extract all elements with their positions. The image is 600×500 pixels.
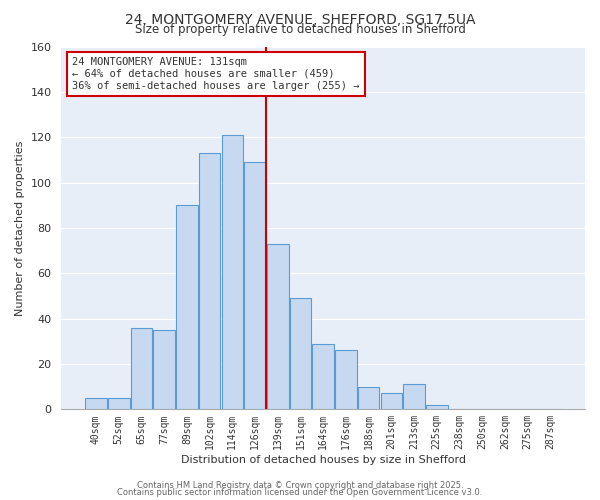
Bar (244, 162, 266, 410)
Bar (108, 398, 130, 409)
Bar (426, 405, 448, 409)
Bar (199, 153, 220, 409)
Bar (221, 135, 243, 409)
Bar (358, 386, 379, 409)
Bar (380, 394, 402, 409)
Text: Contains public sector information licensed under the Open Government Licence v3: Contains public sector information licen… (118, 488, 482, 497)
Bar (131, 328, 152, 409)
Bar (176, 205, 197, 410)
Bar (335, 350, 357, 410)
Text: 24 MONTGOMERY AVENUE: 131sqm
← 64% of detached houses are smaller (459)
36% of s: 24 MONTGOMERY AVENUE: 131sqm ← 64% of de… (72, 58, 359, 90)
Bar (290, 298, 311, 410)
Text: 24, MONTGOMERY AVENUE, SHEFFORD, SG17 5UA: 24, MONTGOMERY AVENUE, SHEFFORD, SG17 5U… (125, 12, 475, 26)
Bar (85, 398, 107, 409)
Bar (313, 344, 334, 409)
Text: Contains HM Land Registry data © Crown copyright and database right 2025.: Contains HM Land Registry data © Crown c… (137, 480, 463, 490)
Text: Size of property relative to detached houses in Shefford: Size of property relative to detached ho… (134, 22, 466, 36)
X-axis label: Distribution of detached houses by size in Shefford: Distribution of detached houses by size … (181, 455, 466, 465)
Bar (267, 244, 289, 410)
Bar (154, 330, 175, 409)
Bar (403, 384, 425, 409)
Y-axis label: Number of detached properties: Number of detached properties (15, 140, 25, 316)
